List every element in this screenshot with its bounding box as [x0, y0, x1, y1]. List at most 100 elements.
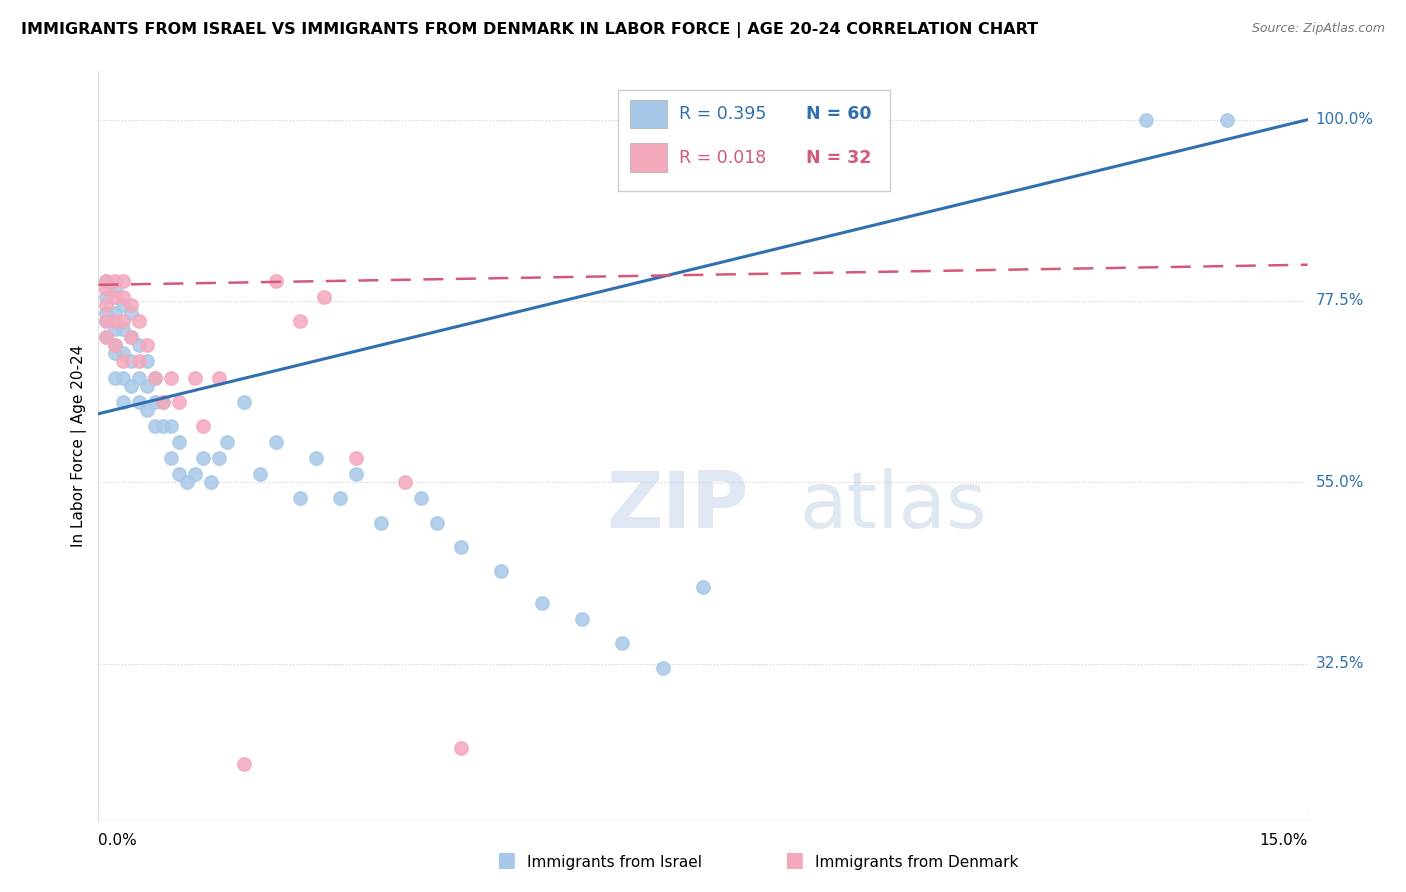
Point — [344, 451, 367, 466]
Point — [120, 330, 142, 344]
Point — [152, 418, 174, 433]
Point — [96, 298, 118, 312]
Point — [128, 394, 150, 409]
Point — [264, 434, 287, 449]
Text: 100.0%: 100.0% — [1316, 112, 1374, 128]
Point — [135, 338, 157, 352]
Point — [208, 451, 231, 466]
Text: Source: ZipAtlas.com: Source: ZipAtlas.com — [1251, 22, 1385, 36]
Point — [120, 330, 142, 344]
Point — [264, 274, 287, 288]
Text: IMMIGRANTS FROM ISRAEL VS IMMIGRANTS FROM DENMARK IN LABOR FORCE | AGE 20-24 COR: IMMIGRANTS FROM ISRAEL VS IMMIGRANTS FRO… — [21, 22, 1038, 38]
Point — [120, 378, 142, 392]
Point — [120, 354, 142, 368]
Point — [103, 370, 125, 384]
Point — [128, 338, 150, 352]
Text: R = 0.018: R = 0.018 — [679, 149, 766, 167]
Point — [571, 612, 593, 626]
Point — [111, 370, 134, 384]
Point — [96, 282, 118, 296]
Point — [167, 434, 190, 449]
Point — [96, 306, 118, 320]
Point — [103, 322, 125, 336]
Point — [128, 370, 150, 384]
Point — [96, 314, 118, 328]
Point — [111, 314, 134, 328]
Point — [193, 418, 215, 433]
Point — [96, 314, 118, 328]
Point — [160, 370, 183, 384]
Point — [450, 540, 472, 554]
Point — [160, 418, 183, 433]
Point — [612, 636, 634, 650]
Point — [96, 274, 118, 288]
Text: R = 0.395: R = 0.395 — [679, 105, 766, 123]
Point — [184, 467, 207, 482]
Point — [288, 491, 311, 506]
Point — [651, 660, 673, 674]
Point — [409, 491, 432, 506]
Point — [208, 370, 231, 384]
Text: ■: ■ — [785, 850, 804, 870]
Point — [160, 451, 183, 466]
Point — [96, 290, 118, 304]
Point — [152, 394, 174, 409]
Point — [111, 394, 134, 409]
Text: N = 60: N = 60 — [806, 105, 872, 123]
Point — [450, 741, 472, 756]
Point — [143, 418, 166, 433]
Point — [1216, 112, 1239, 127]
Point — [344, 467, 367, 482]
Point — [128, 314, 150, 328]
Text: N = 32: N = 32 — [806, 149, 872, 167]
Point — [103, 314, 125, 328]
Point — [143, 370, 166, 384]
Point — [692, 580, 714, 594]
Point — [103, 290, 125, 304]
Point — [217, 434, 239, 449]
Point — [96, 330, 118, 344]
Point — [167, 394, 190, 409]
Point — [103, 274, 125, 288]
Point — [329, 491, 352, 506]
Point — [426, 516, 449, 530]
Point — [184, 370, 207, 384]
Point — [111, 322, 134, 336]
Point — [176, 475, 198, 490]
Point — [193, 451, 215, 466]
Y-axis label: In Labor Force | Age 20-24: In Labor Force | Age 20-24 — [72, 345, 87, 547]
Text: Immigrants from Denmark: Immigrants from Denmark — [815, 855, 1019, 870]
Point — [491, 564, 513, 578]
Text: ■: ■ — [496, 850, 516, 870]
Point — [288, 314, 311, 328]
Point — [1135, 112, 1157, 127]
Point — [103, 306, 125, 320]
Point — [128, 354, 150, 368]
FancyBboxPatch shape — [630, 144, 666, 172]
Text: 0.0%: 0.0% — [98, 833, 138, 847]
Text: 15.0%: 15.0% — [1260, 833, 1308, 847]
Point — [370, 516, 392, 530]
Point — [103, 282, 125, 296]
Point — [111, 298, 134, 312]
Point — [103, 338, 125, 352]
Text: 32.5%: 32.5% — [1316, 656, 1364, 671]
Point — [135, 402, 157, 417]
Text: 55.0%: 55.0% — [1316, 475, 1364, 490]
Point — [111, 290, 134, 304]
Point — [111, 346, 134, 360]
Text: atlas: atlas — [800, 468, 987, 544]
Point — [143, 370, 166, 384]
FancyBboxPatch shape — [619, 90, 890, 191]
Point — [111, 354, 134, 368]
Point — [120, 298, 142, 312]
Point — [135, 378, 157, 392]
FancyBboxPatch shape — [630, 100, 666, 128]
Point — [249, 467, 271, 482]
Point — [96, 330, 118, 344]
Point — [305, 451, 328, 466]
Point — [200, 475, 222, 490]
Point — [96, 274, 118, 288]
Point — [120, 306, 142, 320]
Text: ZIP: ZIP — [606, 468, 748, 544]
